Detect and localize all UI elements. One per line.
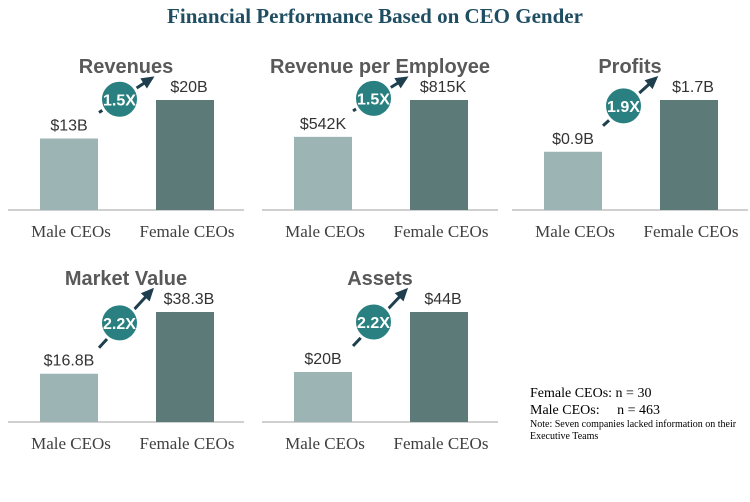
panel-title: Assets [347,268,413,290]
male-count: Male CEOs: n = 463 [530,403,660,418]
bar-male [40,138,98,210]
category-label-male: Male CEOs [31,222,111,241]
multiplier-badge [603,85,644,127]
chart-panel-revenues: Revenues $13B $20B 1.5X Male CEOs Female C… [8,50,244,290]
panel-title: Revenue per Employee [269,56,491,78]
value-label-female: $20B [170,79,207,96]
panel-title: Profits [598,56,662,78]
category-label-female: Female CEOs [393,222,489,241]
category-label-male: Male CEOs [285,434,365,453]
multiplier-badge [99,78,140,120]
panel-title: Revenues [78,56,174,78]
growth-arrow-head [140,76,155,89]
page-title: Financial Performance Based on CEO Gende… [167,4,583,28]
value-label-female: $44B [424,291,461,308]
bar-male [40,373,98,422]
sample-notes: Female CEOs: n = 30 Male CEOs: n = 463 N… [530,385,740,443]
value-label-male: $16.8B [44,353,95,370]
multiplier-badge [353,301,394,343]
category-label-female: Female CEOs [139,222,235,241]
value-label-male: $20B [304,351,341,368]
bar-male [544,151,602,210]
multiplier-label: 2.2X [357,315,390,332]
value-label-female: $38.3B [164,291,215,308]
bar-male [294,372,352,422]
assets-chart: $20B $44B 2.2X [262,287,498,423]
bar-female [156,100,214,210]
category-label-female: Female CEOs [139,434,235,453]
bar-male [294,136,352,210]
panel-title: Market Value [64,268,188,290]
chart-panel-market-value: Market Value $16.8B $38.3B 2.2X Male CEOs … [8,262,244,502]
market-value-chart: $16.8B $38.3B 2.2X [8,287,244,423]
revenue-per-employee-chart: $542K $815K 1.5X [262,76,498,211]
category-label-female: Female CEOs [643,222,739,241]
multiplier-label: 2.2X [103,316,136,333]
multiplier-label: 1.5X [357,91,390,108]
chart-panel-profits: Profits $0.9B $1.7B 1.9X Male CEOs Female … [512,50,748,290]
revenues-chart: $13B $20B 1.5X [8,76,244,211]
growth-arrow-head [644,75,659,90]
footnote: Note: Seven companies lacked information… [530,419,737,442]
bar-female [156,312,214,422]
value-label-male: $13B [50,118,87,135]
multiplier-label: 1.9X [607,99,640,116]
value-label-female: $1.7B [672,79,714,96]
growth-arrow-head [394,287,409,302]
growth-arrow-head [394,76,409,89]
bar-female [660,100,718,210]
category-label-female: Female CEOs [393,434,489,453]
bar-female [410,100,468,210]
bar-female [410,312,468,422]
multiplier-badge [99,302,140,344]
female-count: Female CEOs: n = 30 [530,386,652,401]
category-label-male: Male CEOs [31,434,111,453]
category-label-male: Male CEOs [535,222,615,241]
chart-panel-revenue-per-employee: Revenue per Employee $542K $815K 1.5X Male… [262,50,498,290]
value-label-male: $542K [300,116,347,133]
category-label-male: Male CEOs [285,222,365,241]
growth-arrow-head [140,287,155,302]
chart-panel-assets: Assets $20B $44B 2.2X Male CEOs Female CEO… [262,262,498,502]
multiplier-badge [353,77,394,119]
multiplier-label: 1.5X [103,92,136,109]
value-label-female: $815K [420,79,467,96]
profits-chart: $0.9B $1.7B 1.9X [512,75,748,211]
value-label-male: $0.9B [552,131,594,148]
